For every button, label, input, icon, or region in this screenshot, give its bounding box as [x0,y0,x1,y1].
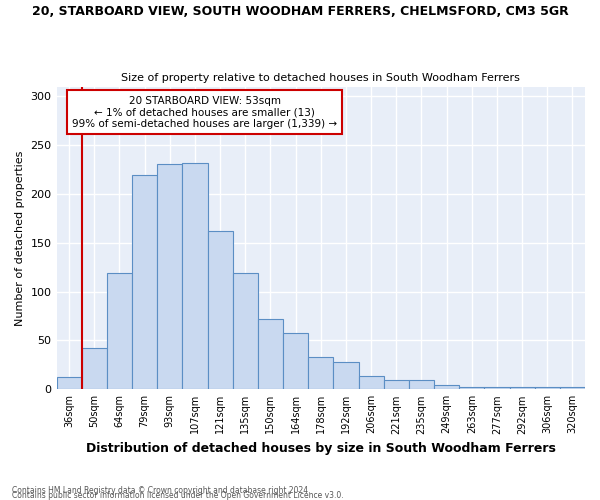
Bar [334,362,359,390]
Bar [182,162,208,390]
Bar [132,176,157,390]
Bar [459,388,484,390]
Text: Contains HM Land Registry data © Crown copyright and database right 2024.: Contains HM Land Registry data © Crown c… [12,486,311,495]
Bar [283,332,308,390]
Bar [308,357,334,390]
Bar [484,388,509,390]
Bar [535,388,560,390]
Bar [82,348,107,390]
Bar [509,388,535,390]
Bar [383,380,409,390]
Bar [208,231,233,390]
Bar [233,273,258,390]
Bar [258,319,283,390]
Bar [56,376,82,390]
Bar [409,380,434,390]
Bar [157,164,182,390]
Text: 20, STARBOARD VIEW, SOUTH WOODHAM FERRERS, CHELMSFORD, CM3 5GR: 20, STARBOARD VIEW, SOUTH WOODHAM FERRER… [32,5,568,18]
Title: Size of property relative to detached houses in South Woodham Ferrers: Size of property relative to detached ho… [121,73,520,83]
Y-axis label: Number of detached properties: Number of detached properties [15,150,25,326]
Bar [107,273,132,390]
Text: Contains public sector information licensed under the Open Government Licence v3: Contains public sector information licen… [12,491,344,500]
Bar [359,376,383,390]
Text: 20 STARBOARD VIEW: 53sqm
← 1% of detached houses are smaller (13)
99% of semi-de: 20 STARBOARD VIEW: 53sqm ← 1% of detache… [72,96,337,129]
X-axis label: Distribution of detached houses by size in South Woodham Ferrers: Distribution of detached houses by size … [86,442,556,455]
Bar [560,388,585,390]
Bar [434,386,459,390]
